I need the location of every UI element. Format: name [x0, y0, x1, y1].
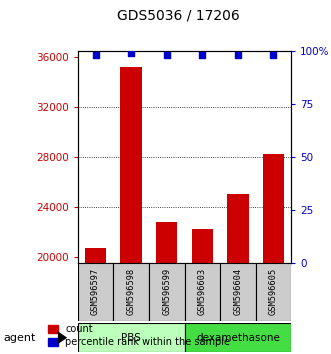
Point	[128, 50, 134, 56]
Text: PBS: PBS	[121, 333, 141, 343]
Text: GDS5036 / 17206: GDS5036 / 17206	[118, 9, 240, 23]
Point	[200, 52, 205, 58]
Bar	[227, 194, 249, 263]
Bar	[113, 263, 149, 321]
Text: GSM596605: GSM596605	[269, 267, 278, 315]
Text: dexamethasone: dexamethasone	[196, 333, 280, 343]
Text: GSM596604: GSM596604	[233, 267, 242, 315]
Text: GSM596599: GSM596599	[162, 267, 171, 315]
Bar	[85, 248, 106, 263]
Text: agent: agent	[3, 333, 36, 343]
Point	[164, 52, 169, 58]
Bar	[149, 263, 185, 321]
Bar	[185, 263, 220, 321]
Point	[93, 52, 98, 58]
Bar	[256, 263, 291, 321]
Point	[235, 52, 241, 58]
Bar	[263, 154, 284, 263]
Text: GSM596603: GSM596603	[198, 267, 207, 315]
Bar	[78, 263, 113, 321]
Point	[271, 52, 276, 58]
Bar	[192, 229, 213, 263]
Text: GSM596598: GSM596598	[127, 267, 136, 315]
Bar	[185, 323, 291, 352]
Bar	[78, 323, 185, 352]
Legend: count, percentile rank within the sample: count, percentile rank within the sample	[48, 325, 230, 347]
Bar	[120, 67, 142, 263]
Text: GSM596597: GSM596597	[91, 267, 100, 315]
Bar	[156, 222, 177, 263]
Bar	[220, 263, 256, 321]
